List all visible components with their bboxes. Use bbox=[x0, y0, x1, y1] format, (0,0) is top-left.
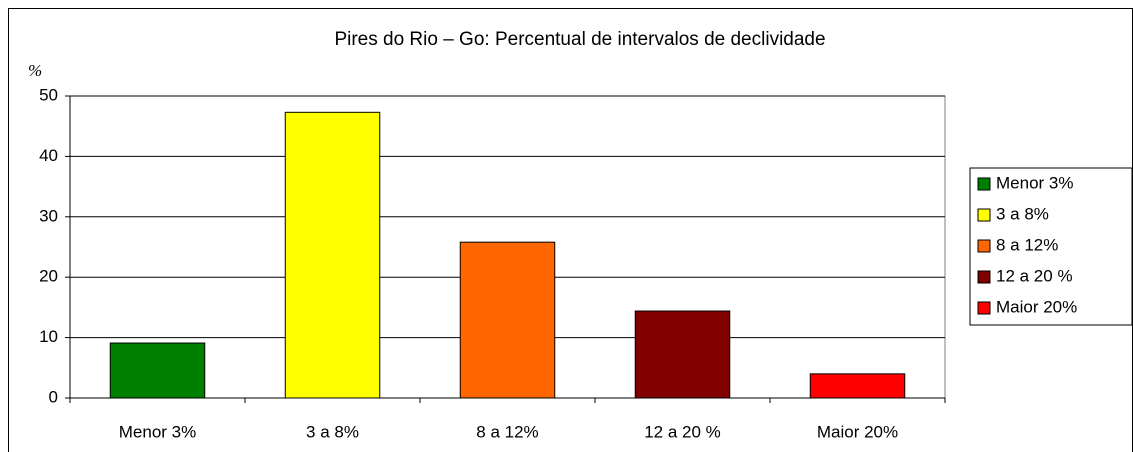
y-axis-label: % bbox=[28, 61, 42, 80]
x-tick-label: Maior 20% bbox=[817, 422, 898, 441]
legend-label: 3 a 8% bbox=[996, 204, 1049, 223]
legend-label: 12 a 20 % bbox=[996, 266, 1073, 285]
legend-label: Maior 20% bbox=[996, 297, 1077, 316]
bar bbox=[109, 342, 206, 399]
y-tick-label: 0 bbox=[49, 387, 58, 406]
x-tick-label: 12 a 20 % bbox=[644, 422, 721, 441]
legend-swatch bbox=[977, 301, 991, 315]
chart-title: Pires do Rio – Go: Percentual de interva… bbox=[334, 29, 825, 50]
x-tick-label: 8 a 12% bbox=[476, 422, 538, 441]
bar bbox=[459, 241, 556, 399]
y-tick-label: 10 bbox=[39, 327, 58, 346]
bar bbox=[634, 310, 731, 399]
legend-swatch bbox=[977, 270, 991, 284]
legend-label: Menor 3% bbox=[996, 173, 1073, 192]
legend-swatch bbox=[977, 208, 991, 222]
bar bbox=[809, 373, 906, 399]
x-tick-label: 3 a 8% bbox=[306, 422, 359, 441]
y-tick-label: 30 bbox=[39, 206, 58, 225]
y-tick-label: 50 bbox=[39, 85, 58, 104]
legend-box bbox=[969, 167, 1133, 326]
y-tick-label: 40 bbox=[39, 146, 58, 165]
legend-swatch bbox=[977, 177, 991, 191]
legend-swatch bbox=[977, 239, 991, 253]
legend-label: 8 a 12% bbox=[996, 235, 1058, 254]
y-tick-label: 20 bbox=[39, 267, 58, 286]
x-tick-label: Menor 3% bbox=[119, 422, 196, 441]
bar bbox=[284, 111, 381, 399]
